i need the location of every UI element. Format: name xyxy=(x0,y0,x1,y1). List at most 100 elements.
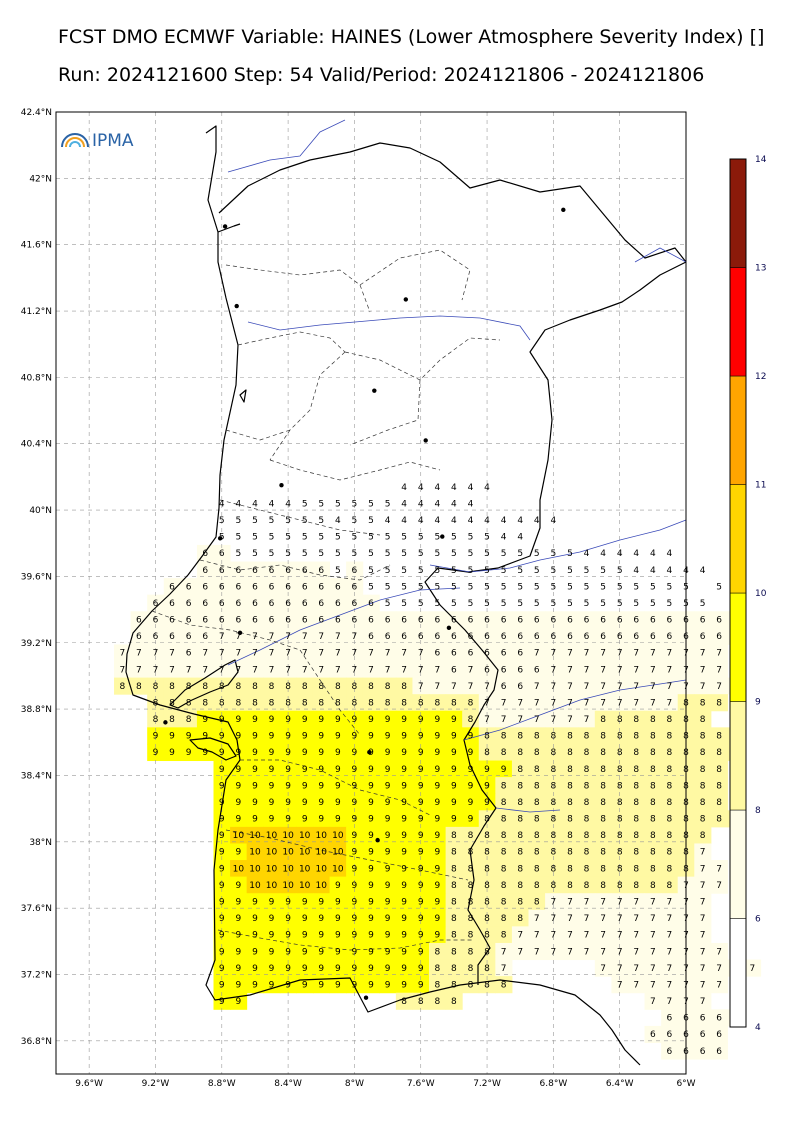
haines-value: 8 xyxy=(551,864,557,874)
haines-cell xyxy=(578,627,596,645)
haines-value: 5 xyxy=(600,582,606,592)
haines-value: 9 xyxy=(335,947,341,957)
haines-cell xyxy=(196,627,214,645)
haines-cell xyxy=(329,760,347,778)
haines-value: 8 xyxy=(484,732,490,742)
haines-cell xyxy=(528,909,546,927)
haines-value: 8 xyxy=(434,964,440,974)
haines-cell xyxy=(578,760,596,778)
haines-cell xyxy=(246,942,264,961)
haines-value: 7 xyxy=(119,665,125,675)
haines-value: 9 xyxy=(269,748,275,758)
haines-cell xyxy=(346,909,364,927)
haines-cell xyxy=(230,893,248,911)
haines-value: 4 xyxy=(600,549,606,559)
haines-cell xyxy=(611,926,629,944)
haines-value: 5 xyxy=(236,516,242,526)
haines-cell xyxy=(445,727,463,745)
haines-cell xyxy=(279,942,297,961)
haines-cell xyxy=(213,876,231,894)
haines-cell xyxy=(528,893,546,911)
haines-value: 9 xyxy=(236,765,242,775)
haines-value: 9 xyxy=(252,947,258,957)
haines-cell xyxy=(196,611,214,629)
run-info: Run: 2024121600 Step: 54 Valid/Period: 2… xyxy=(58,64,705,86)
haines-cell xyxy=(545,926,563,944)
haines-value: 9 xyxy=(285,931,291,941)
haines-cell xyxy=(379,876,397,894)
haines-cell xyxy=(329,909,347,927)
haines-cell xyxy=(263,594,281,612)
lon-tick-labels: 9.6°W 9.2°W 8.8°W 8.4°W 8°W 7.6°W 7.2°W 6.8°W 6.… xyxy=(75,1079,695,1089)
haines-cell xyxy=(694,810,712,828)
haines-cell xyxy=(246,810,264,828)
haines-cell xyxy=(694,611,712,629)
haines-cell xyxy=(611,694,629,712)
haines-value: 9 xyxy=(451,798,457,808)
haines-value: 8 xyxy=(650,815,656,825)
tejo-estuary xyxy=(169,659,239,709)
haines-cell xyxy=(263,760,281,778)
haines-value: 8 xyxy=(667,715,673,725)
haines-cell xyxy=(578,909,596,927)
haines-value: 9 xyxy=(285,947,291,957)
lon-tick-label: 8.8°W xyxy=(208,1079,236,1089)
haines-value: 5 xyxy=(368,516,374,526)
haines-value: 9 xyxy=(335,964,341,974)
haines-value: 8 xyxy=(517,914,523,924)
haines-cell xyxy=(395,644,413,662)
haines-value: 7 xyxy=(567,947,573,957)
haines-value: 8 xyxy=(418,698,424,708)
haines-value: 9 xyxy=(385,964,391,974)
haines-cell xyxy=(578,727,596,745)
haines-cell xyxy=(462,860,480,878)
haines-cell xyxy=(661,876,679,894)
haines-cell xyxy=(611,942,629,961)
haines-value: 9 xyxy=(401,831,407,841)
haines-cell xyxy=(694,843,712,861)
haines-cell xyxy=(561,876,579,894)
haines-value: 8 xyxy=(650,781,656,791)
haines-cell xyxy=(661,942,679,961)
haines-value: 8 xyxy=(716,798,722,808)
haines-value: 8 xyxy=(667,798,673,808)
haines-cell xyxy=(296,777,314,795)
haines-cell xyxy=(130,611,148,629)
haines-value: 5 xyxy=(368,533,374,543)
haines-cell xyxy=(594,860,612,878)
district-borders xyxy=(151,249,501,951)
haines-value: 6 xyxy=(633,616,639,626)
haines-value: 7 xyxy=(584,947,590,957)
haines-cell xyxy=(694,694,712,712)
haines-value: 7 xyxy=(700,914,706,924)
haines-cell xyxy=(627,694,646,712)
haines-cell xyxy=(263,793,281,811)
haines-value: 9 xyxy=(451,715,457,725)
haines-value: 9 xyxy=(368,864,374,874)
haines-value: 7 xyxy=(335,649,341,659)
haines-value: 7 xyxy=(700,665,706,675)
haines-cell xyxy=(644,777,662,795)
haines-value: 9 xyxy=(401,947,407,957)
haines-value: 9 xyxy=(285,964,291,974)
haines-value: 5 xyxy=(368,499,374,509)
haines-value: 9 xyxy=(335,881,341,891)
haines-value: 8 xyxy=(650,765,656,775)
haines-value: 9 xyxy=(219,898,225,908)
haines-cell xyxy=(661,909,679,927)
haines-cell xyxy=(114,677,132,695)
haines-value: 5 xyxy=(501,566,507,576)
haines-value: 7 xyxy=(600,649,606,659)
haines-value: 9 xyxy=(385,798,391,808)
haines-value: 9 xyxy=(368,947,374,957)
haines-value: 6 xyxy=(716,1030,722,1040)
haines-value: 8 xyxy=(667,864,673,874)
haines-value: 5 xyxy=(650,599,656,609)
haines-value: 7 xyxy=(617,682,623,692)
haines-cell xyxy=(594,909,612,927)
haines-cell xyxy=(644,644,662,662)
haines-value: 9 xyxy=(368,881,374,891)
haines-cell xyxy=(395,694,413,712)
haines-cell xyxy=(379,926,397,944)
haines-value: 6 xyxy=(153,599,159,609)
